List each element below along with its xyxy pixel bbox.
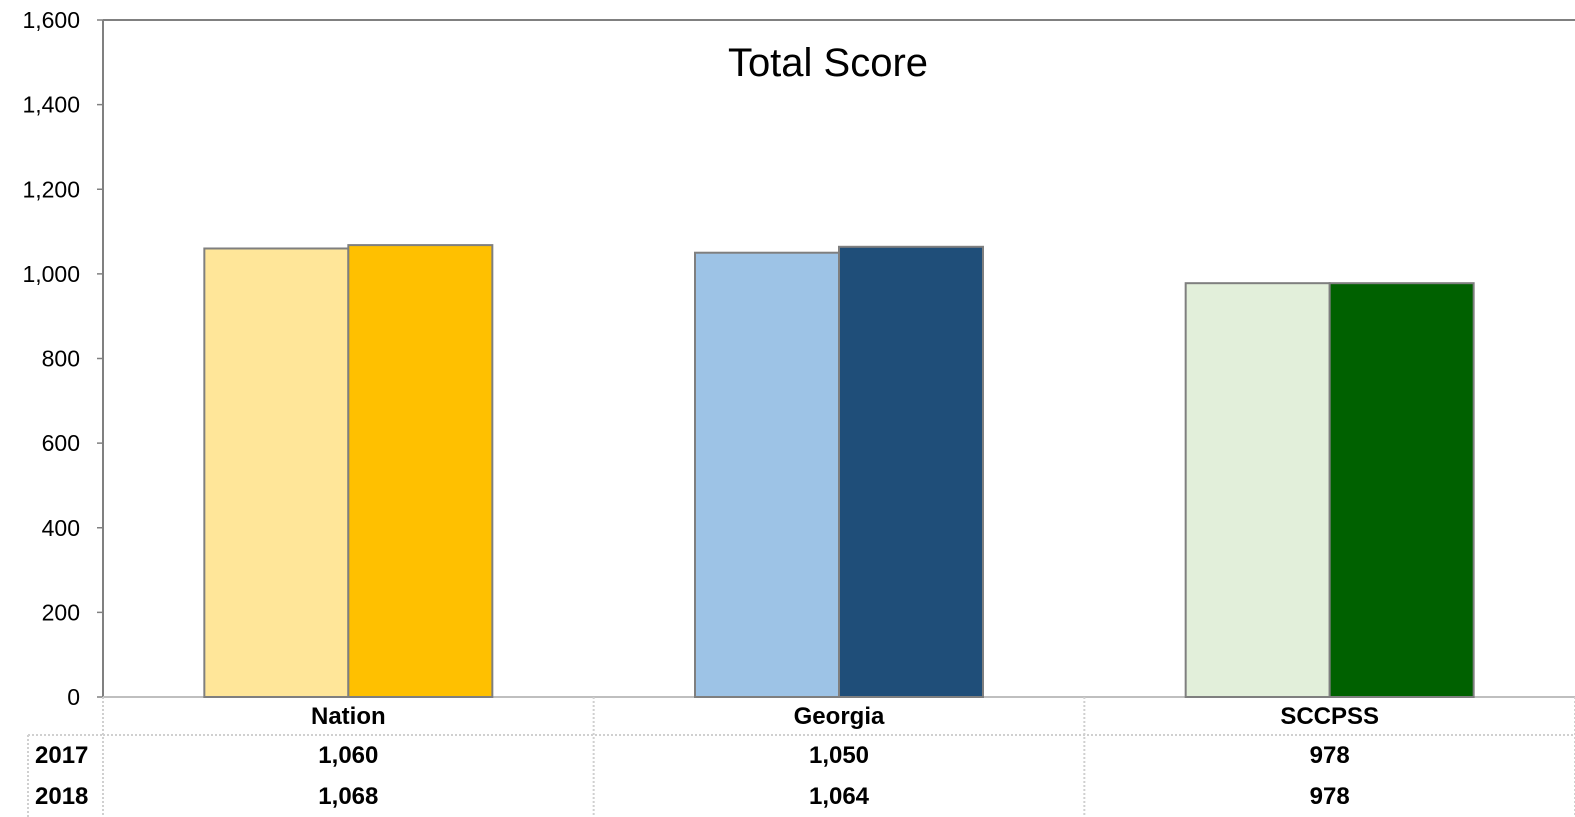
table-series-label-2017: 2017 — [35, 742, 88, 769]
bar-sccpss-2018 — [1328, 282, 1475, 698]
table-value-sccpss-2017: 978 — [1310, 742, 1350, 769]
bars — [203, 244, 1475, 699]
y-tick-label: 1,000 — [22, 261, 80, 287]
table-category-sccpss: SCCPSS — [1280, 703, 1379, 730]
y-axis: 0 200 400 600 800 1,000 1,200 1,400 1,600 — [22, 7, 103, 710]
y-tick-label: 1,600 — [22, 7, 80, 33]
table-category-nation: Nation — [311, 703, 386, 730]
y-tick-label: 800 — [42, 346, 80, 372]
data-table: Nation Georgia SCCPSS 2017 1,060 1,050 978 2018… — [27, 697, 1575, 817]
bar-nation-2017 — [203, 247, 350, 699]
table-value-georgia-2017: 1,050 — [809, 742, 869, 769]
y-tick-label: 200 — [42, 599, 80, 625]
y-tick-label: 0 — [67, 684, 80, 710]
table-value-georgia-2018: 1,064 — [809, 783, 870, 810]
table-value-sccpss-2018: 978 — [1310, 783, 1350, 810]
bar-sccpss-2017 — [1184, 282, 1331, 698]
table-value-nation-2017: 1,060 — [318, 742, 378, 769]
y-tick-label: 400 — [42, 515, 80, 541]
bar-georgia-2018 — [838, 245, 984, 698]
bar-georgia-2017 — [694, 251, 840, 698]
bar-nation-2018 — [347, 244, 494, 698]
y-tick-label: 1,400 — [22, 92, 80, 118]
table-value-nation-2018: 1,068 — [318, 783, 378, 810]
table-series-label-2018: 2018 — [35, 783, 88, 810]
table-category-georgia: Georgia — [794, 703, 885, 730]
y-tick-label: 1,200 — [22, 176, 80, 202]
chart-title: Total Score — [728, 41, 928, 85]
y-tick-label: 600 — [42, 430, 80, 456]
